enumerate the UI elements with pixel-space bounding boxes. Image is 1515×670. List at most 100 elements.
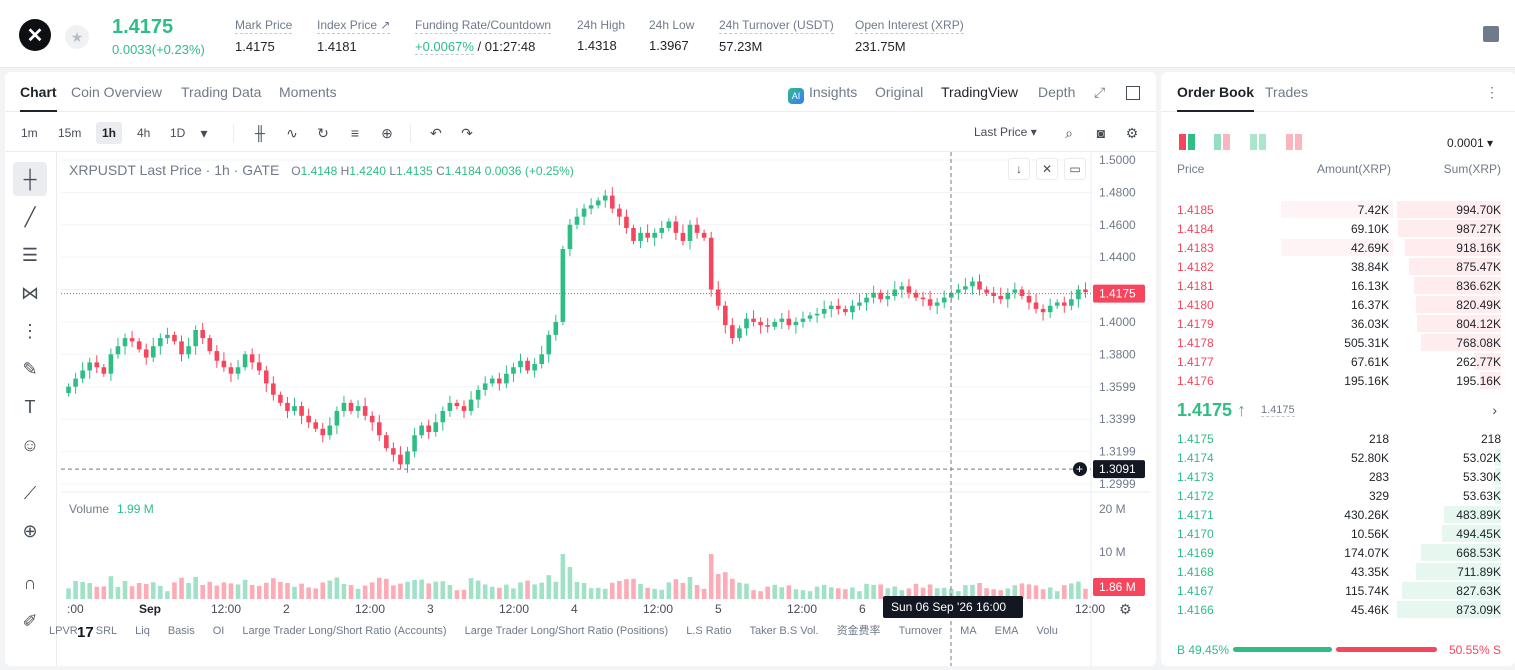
magnet-icon[interactable]: ∩ (23, 572, 37, 593)
candle-body[interactable] (235, 367, 241, 374)
candle-body[interactable] (991, 292, 996, 296)
candle-body[interactable] (1012, 289, 1018, 293)
timeframe-1h[interactable]: 1h (96, 122, 123, 144)
trendline-icon[interactable]: ╱ (24, 206, 36, 227)
candle-body[interactable] (998, 296, 1004, 300)
candle-body[interactable] (899, 286, 905, 290)
candle-body[interactable] (567, 224, 573, 250)
layout-buy-icon[interactable] (1250, 134, 1266, 150)
candle-body[interactable] (122, 338, 128, 347)
bid-row[interactable]: 1.4171 430.26K 483.89K (1161, 505, 1515, 524)
candle-body[interactable] (1061, 302, 1067, 306)
chart-area[interactable]: 1.50001.48001.46001.44001.42001.40001.38… (61, 152, 1151, 666)
candle-body[interactable] (165, 334, 170, 339)
candle-body[interactable] (659, 228, 665, 233)
candle-body[interactable] (475, 389, 481, 400)
candle-body[interactable] (793, 321, 799, 326)
candle-body[interactable] (574, 216, 580, 225)
view-depth[interactable]: Depth (1038, 84, 1076, 100)
book-icon[interactable] (1483, 26, 1499, 42)
candle-body[interactable] (1054, 302, 1060, 306)
timeframe-4h[interactable]: 4h (137, 126, 151, 140)
add-alert-icon[interactable]: ⊕ (381, 125, 393, 141)
indicator-tab[interactable]: Turnover (898, 625, 943, 637)
candle-body[interactable] (680, 232, 686, 241)
candle-body[interactable] (864, 297, 869, 303)
undo-icon[interactable]: ↶ (430, 125, 442, 141)
candle-body[interactable] (66, 386, 71, 394)
tab-order-book[interactable]: Order Book (1177, 84, 1255, 112)
candle-body[interactable] (143, 349, 149, 358)
ruler-icon[interactable]: ⟋ (23, 482, 37, 503)
candle-body[interactable] (885, 296, 891, 300)
candle-body[interactable] (730, 325, 735, 339)
candle-body[interactable] (186, 346, 191, 355)
timeframe-15m[interactable]: 15m (58, 126, 82, 140)
candle-body[interactable] (263, 370, 269, 384)
candle-body[interactable] (560, 249, 566, 322)
fullscreen-icon[interactable]: ▭ (1064, 158, 1086, 180)
candle-body[interactable] (624, 216, 629, 228)
candle-body[interactable] (313, 422, 318, 429)
candle-body[interactable] (927, 299, 933, 306)
ask-row[interactable]: 1.4181 16.13K 836.62K (1161, 276, 1515, 295)
tab-trading-data[interactable]: Trading Data (181, 84, 262, 100)
candle-type-icon[interactable]: ╫ (255, 125, 265, 141)
add-order-icon[interactable] (1073, 462, 1087, 477)
candle-body[interactable] (857, 302, 862, 306)
timeframe-1m[interactable]: 1m (21, 126, 38, 140)
candle-body[interactable] (355, 406, 361, 411)
candle-body[interactable] (673, 221, 679, 233)
bid-row[interactable]: 1.4172 329 53.63K (1161, 486, 1515, 505)
indicators-icon[interactable]: ∿ (286, 125, 298, 141)
ask-row[interactable]: 1.4182 38.84K 875.47K (1161, 257, 1515, 276)
bid-row[interactable]: 1.4175 218 218 (1161, 429, 1515, 448)
candle-body[interactable] (398, 454, 403, 465)
brush-icon[interactable]: ✎ (22, 358, 38, 379)
candle-body[interactable] (765, 325, 770, 327)
bid-row[interactable]: 1.4168 43.35K 711.89K (1161, 562, 1515, 581)
bid-row[interactable]: 1.4166 45.46K 873.09K (1161, 600, 1515, 619)
indicator-tab[interactable]: MA (960, 625, 977, 637)
candle-body[interactable] (906, 286, 912, 293)
ask-row[interactable]: 1.4177 67.61K 262.77K (1161, 352, 1515, 371)
candle-body[interactable] (708, 237, 714, 290)
candle-body[interactable] (631, 228, 636, 241)
candle-body[interactable] (327, 425, 333, 436)
candle-body[interactable] (836, 305, 841, 309)
candle-body[interactable] (129, 338, 135, 342)
candle-body[interactable] (800, 318, 806, 322)
candle-body[interactable] (588, 205, 594, 209)
candle-body[interactable] (920, 297, 926, 300)
gear-icon[interactable]: ⚙ (1125, 125, 1139, 141)
view-tradingview[interactable]: TradingView (941, 84, 1019, 100)
bid-row[interactable]: 1.4169 174.07K 668.53K (1161, 543, 1515, 562)
arrow-down-icon[interactable]: ↓ (1008, 158, 1030, 180)
candle-body[interactable] (419, 425, 424, 436)
text-icon[interactable]: T (24, 396, 36, 417)
candle-body[interactable] (200, 330, 206, 339)
candle-body[interactable] (532, 364, 537, 371)
candle-body[interactable] (666, 221, 672, 228)
candle-body[interactable] (511, 367, 516, 374)
pattern-icon[interactable]: ⋈ (21, 282, 39, 303)
crosshair-icon[interactable]: ┼ (13, 162, 47, 196)
candle-body[interactable] (610, 195, 615, 209)
candle-body[interactable] (461, 406, 467, 411)
candle-body[interactable] (892, 289, 898, 296)
emoji-icon[interactable]: ☺ (20, 434, 40, 455)
fib-icon[interactable]: ⋮ (21, 320, 39, 341)
candle-body[interactable] (468, 399, 474, 411)
templates-icon[interactable]: ≡ (350, 125, 360, 141)
candle-body[interactable] (1019, 289, 1025, 296)
candle-body[interactable] (744, 318, 749, 329)
view-insights[interactable]: AI Insights (788, 84, 857, 104)
candle-body[interactable] (786, 318, 792, 326)
indicator-tab[interactable]: LPVR (49, 625, 78, 637)
more-icon[interactable]: ⋮ (1485, 84, 1499, 100)
view-original[interactable]: Original (875, 84, 924, 100)
indicator-tab[interactable]: Taker B.S Vol. (749, 625, 819, 637)
chevron-down-icon[interactable]: ▾ (200, 125, 208, 141)
candle-body[interactable] (376, 422, 382, 436)
window-icon[interactable] (1126, 86, 1140, 100)
